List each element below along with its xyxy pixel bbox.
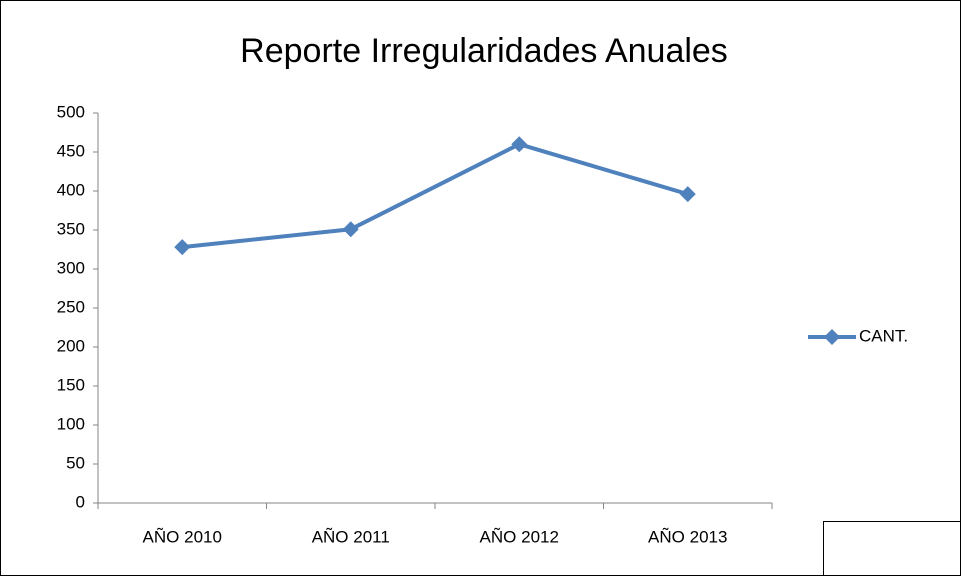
line: [182, 142, 689, 250]
y-tick-label: 500: [57, 102, 85, 121]
y-tick-label: 250: [57, 297, 85, 316]
marker: [342, 221, 359, 238]
marker: [511, 136, 528, 153]
y-tick-label: 0: [76, 492, 85, 511]
chart-title: Reporte Irregularidades Anuales: [240, 32, 728, 70]
corner-box: [823, 521, 961, 576]
y-tick-label: 300: [57, 258, 85, 277]
y-tick-label: 200: [57, 336, 85, 355]
y-tick-label: 350: [57, 219, 85, 238]
x-tick-label: AÑO 2011: [312, 527, 390, 546]
legend-marker: [824, 329, 840, 345]
y-tick-label: 50: [66, 453, 85, 472]
x-tick-label: AÑO 2013: [648, 527, 727, 546]
y-tick-label: 100: [57, 414, 85, 433]
x-tick-label: AÑO 2012: [480, 527, 559, 546]
y-tick-label: 450: [57, 141, 85, 160]
y-tick-label: 400: [57, 180, 85, 199]
x-tick-label: AÑO 2010: [143, 527, 222, 546]
marker: [679, 186, 696, 203]
marker: [174, 239, 191, 256]
y-tick-label: 150: [57, 375, 85, 394]
legend-label: CANT.: [859, 326, 908, 345]
